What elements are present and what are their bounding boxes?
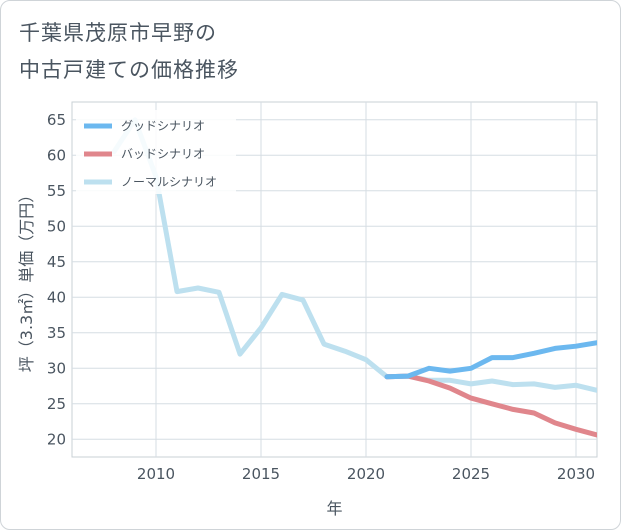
y-tick-label: 40: [47, 288, 66, 306]
x-tick-label: 2010: [137, 465, 175, 483]
y-tick-label: 55: [47, 182, 66, 200]
legend-label: ノーマルシナリオ: [121, 175, 217, 189]
legend-label: バッドシナリオ: [121, 147, 205, 161]
y-tick-label: 35: [47, 324, 66, 342]
x-tick-label: 2015: [242, 465, 280, 483]
series-line-2: [111, 117, 597, 393]
series-line-0: [384, 340, 597, 380]
legend-label: グッドシナリオ: [121, 119, 205, 133]
y-axis-title: 坪（3.3㎡）単価（万円）: [17, 187, 36, 372]
x-axis-title: 年: [326, 499, 342, 518]
y-tick-label: 30: [47, 359, 66, 377]
series-lines: [111, 117, 597, 438]
y-tick-label: 20: [47, 430, 66, 448]
chart-title: 千葉県茂原市早野の 中古戸建ての価格推移: [19, 21, 239, 82]
x-tick-label: 2025: [452, 465, 490, 483]
series-line-1: [384, 373, 597, 438]
y-tick-label: 45: [47, 253, 66, 271]
y-tick-label: 50: [47, 217, 66, 235]
y-tick-label: 65: [47, 111, 66, 129]
x-tick-label: 2020: [347, 465, 385, 483]
plot-area: [71, 101, 598, 458]
y-tick-label: 25: [47, 395, 66, 413]
y-tick-label: 60: [47, 146, 66, 164]
x-tick-label: 2030: [557, 465, 595, 483]
